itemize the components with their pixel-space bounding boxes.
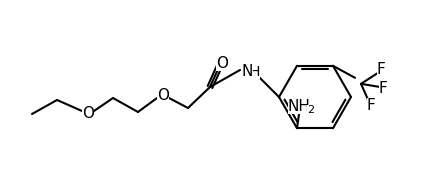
Text: H: H [250,65,260,79]
Text: O: O [82,106,94,121]
Text: F: F [367,98,375,113]
Text: NH: NH [288,99,310,114]
Text: N: N [241,63,253,78]
Text: F: F [377,62,385,77]
Text: F: F [379,81,387,96]
Text: 2: 2 [307,105,314,115]
Text: O: O [216,56,228,70]
Text: O: O [157,89,169,103]
